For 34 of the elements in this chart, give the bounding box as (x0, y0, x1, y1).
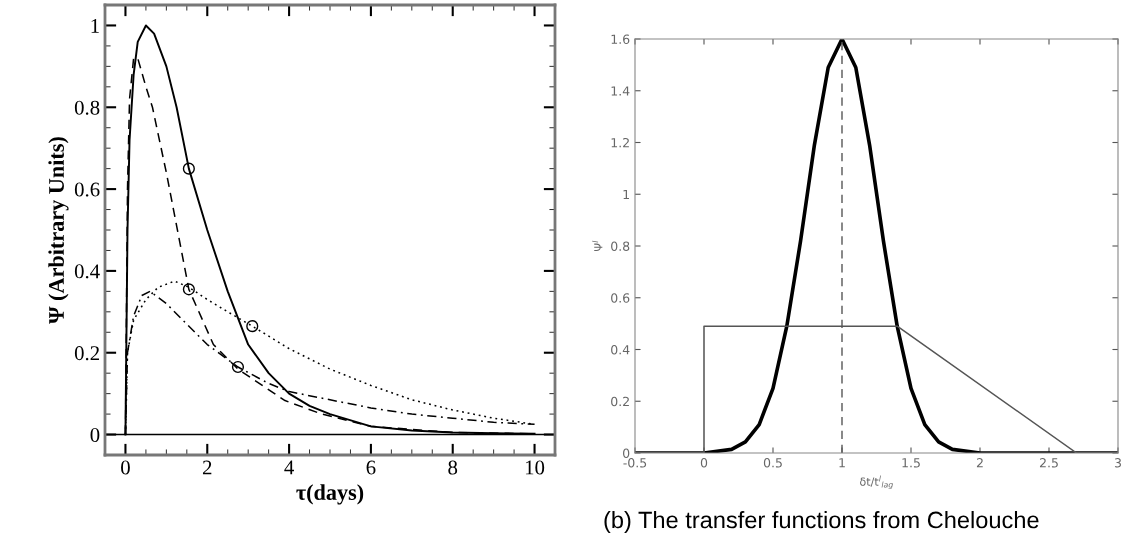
x-tick-label: -0.5 (623, 458, 647, 468)
x-axis-title: τ(days) (296, 484, 364, 505)
y-tick-label: 0.8 (611, 241, 630, 251)
y-tick-label: 0.2 (611, 396, 629, 407)
y-tick-label: 0.6 (74, 182, 100, 197)
x-tick-label: 1 (839, 458, 845, 468)
y-tick-label: 1 (91, 18, 99, 33)
x-tick-label: 2 (976, 458, 983, 468)
x-tick-label: 3 (1114, 458, 1121, 468)
x-tick-label: 10 (525, 460, 545, 475)
x-tick-label: 0.5 (763, 458, 782, 468)
x-tick-label: 0 (700, 458, 708, 468)
y-axis-title: Ψ (Arbitrary Units) (48, 137, 69, 324)
text: (b) The transfer functions from Chelouche (604, 510, 1039, 533)
x-tick-label: 6 (366, 460, 376, 475)
x-tick-label: 0 (121, 460, 130, 475)
y-tick-label: 0.4 (74, 264, 100, 279)
y-tick-label: 0.2 (74, 346, 99, 361)
x-tick-label: 2 (202, 460, 212, 475)
y-tick-label: 0 (90, 427, 100, 442)
y-tick-label: 1.2 (611, 137, 629, 148)
y-tick-label: 0 (623, 448, 630, 458)
x-tick-label: 1.5 (902, 458, 920, 468)
x-axis-title: δt/t$^{l}$$_{lag}$ (860, 475, 893, 490)
x-tick-label: 2.5 (1039, 458, 1058, 468)
y-tick-label: 1 (623, 189, 629, 199)
x-tick-label: 4 (284, 460, 294, 475)
y-axis-title: Ψ$^{l}$ (592, 240, 603, 252)
x-tick-label: 8 (448, 460, 458, 475)
y-tick-label: 0.4 (611, 344, 630, 355)
y-tick-label: 1.6 (611, 34, 630, 44)
y-tick-label: 1.4 (611, 86, 630, 96)
y-tick-label: 0.6 (611, 293, 630, 303)
y-tick-label: 0.8 (74, 100, 100, 115)
